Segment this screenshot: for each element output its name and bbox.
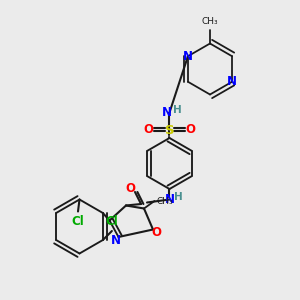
- Text: CH₃: CH₃: [157, 196, 173, 206]
- Text: S: S: [165, 124, 174, 137]
- Text: O: O: [151, 226, 161, 239]
- Text: N: N: [183, 50, 193, 63]
- Text: Cl: Cl: [106, 215, 118, 228]
- Text: N: N: [227, 75, 237, 88]
- Text: H: H: [172, 105, 182, 115]
- Text: N: N: [164, 193, 175, 206]
- Text: O: O: [185, 122, 196, 136]
- Text: N: N: [161, 106, 172, 119]
- Text: N: N: [110, 233, 121, 247]
- Text: H: H: [174, 192, 183, 202]
- Text: Cl: Cl: [72, 215, 84, 228]
- Text: CH₃: CH₃: [202, 17, 218, 26]
- Text: O: O: [125, 182, 136, 196]
- Text: O: O: [143, 122, 154, 136]
